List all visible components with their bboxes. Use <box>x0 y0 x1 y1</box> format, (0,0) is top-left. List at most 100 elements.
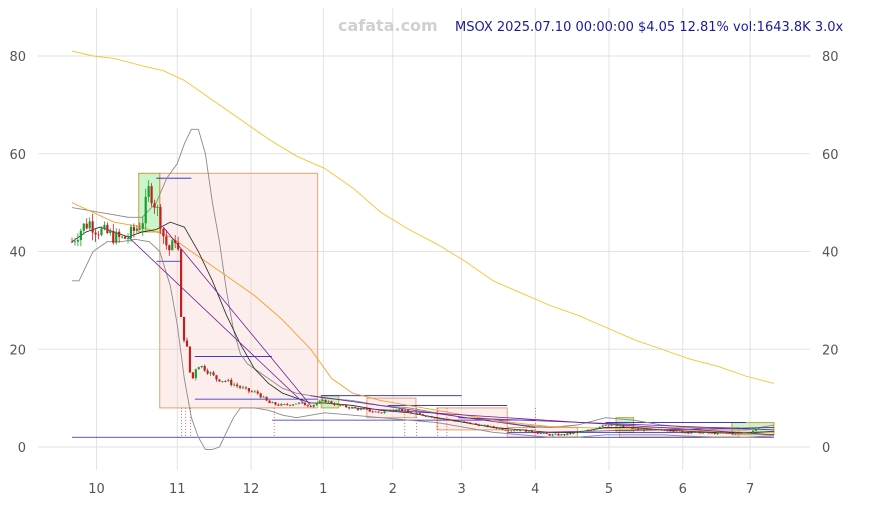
candle-body <box>651 429 654 430</box>
candle-body <box>168 245 171 251</box>
trendline <box>127 236 304 404</box>
candle-body <box>138 228 141 230</box>
candle-body <box>639 429 643 431</box>
candle-body <box>309 406 312 407</box>
candle-body <box>707 432 710 434</box>
candle-body <box>737 432 740 434</box>
candle-body <box>678 430 681 432</box>
candle-body <box>722 432 725 434</box>
y-tick-label: 80 <box>9 50 26 65</box>
candle-body <box>460 421 463 423</box>
candle-body <box>395 409 398 411</box>
candle-body <box>144 196 147 224</box>
candle-body <box>153 203 156 208</box>
candle-body <box>533 432 536 434</box>
candle-body <box>439 418 442 420</box>
candle-body <box>489 426 492 428</box>
candle-body <box>345 404 348 408</box>
candle-body <box>578 431 581 433</box>
y-tick-label: 0 <box>18 441 26 456</box>
candle-body <box>430 416 433 418</box>
candle-body <box>197 367 200 370</box>
candle-body <box>212 372 215 376</box>
candle-body <box>740 432 743 434</box>
candle-body <box>477 424 480 426</box>
candle-body <box>657 429 660 431</box>
candle-body <box>516 430 519 431</box>
grid <box>38 8 810 470</box>
candle-body <box>551 434 554 436</box>
candle-body <box>191 372 194 379</box>
candle-body <box>418 413 422 415</box>
y-axis-left: 0 20 40 60 80 <box>9 50 26 456</box>
candle-body <box>645 428 649 431</box>
candle-body <box>227 379 230 382</box>
ma-short <box>71 221 775 434</box>
candle-body <box>725 432 728 434</box>
candle-body <box>350 407 354 409</box>
candle-body <box>383 411 386 414</box>
candle-body <box>342 404 345 406</box>
candle-body <box>465 421 469 423</box>
candle-body <box>610 424 613 426</box>
candle-body <box>427 416 430 417</box>
candle-body <box>374 411 377 413</box>
candle-body <box>412 413 416 415</box>
candle-body <box>271 402 274 404</box>
candle-body <box>513 430 516 432</box>
candle-body <box>238 386 242 388</box>
x-axis: 10 11 12 1 2 3 4 5 6 7 <box>88 482 754 497</box>
candle-body <box>601 425 604 427</box>
down-zone-box <box>159 172 319 409</box>
x-tick-label: 6 <box>679 482 687 497</box>
candle-body <box>386 410 389 412</box>
candle-body <box>457 420 460 422</box>
watermark: cafata.com <box>338 16 438 35</box>
candle-body <box>253 391 256 393</box>
candle-body <box>94 232 97 235</box>
x-tick-label: 3 <box>457 482 465 497</box>
candle-body <box>583 430 587 432</box>
candle-body <box>598 426 601 428</box>
candle-body <box>404 410 407 412</box>
candle-body <box>280 404 283 406</box>
candle-body <box>206 370 209 374</box>
candle-body <box>401 408 404 412</box>
candle-body <box>592 429 595 431</box>
candle-body <box>250 391 253 393</box>
candle-body <box>283 404 286 405</box>
candle-body <box>648 428 651 430</box>
candle-body <box>580 431 584 432</box>
candle-body <box>636 428 640 430</box>
candle-body <box>203 365 206 371</box>
candle-body <box>563 434 566 436</box>
x-tick-label: 1 <box>319 482 327 497</box>
candle-body <box>690 432 693 434</box>
candle-body <box>129 226 133 239</box>
x-tick-label: 2 <box>389 482 397 497</box>
candle-body <box>524 429 528 432</box>
candle-body <box>719 432 722 434</box>
candle-body <box>112 230 115 243</box>
candle-body <box>415 413 419 414</box>
candle-body <box>486 425 489 428</box>
candle-body <box>398 408 401 410</box>
candle-body <box>156 207 159 208</box>
candle-body <box>174 240 177 244</box>
candle-body <box>132 226 136 231</box>
candle-body <box>123 236 127 239</box>
candle-body <box>616 424 619 426</box>
candle-body <box>292 404 295 406</box>
candle-body <box>241 387 245 389</box>
candle-body <box>380 412 383 414</box>
y-tick-label-right: 0 <box>822 441 830 456</box>
candle-body <box>622 425 625 427</box>
candle-body <box>698 431 702 434</box>
candle-body <box>409 412 413 414</box>
candle-body <box>100 228 103 236</box>
candle-body <box>368 409 371 412</box>
candle-body <box>421 414 424 416</box>
candlesticks <box>70 180 761 437</box>
candle-body <box>445 418 448 420</box>
